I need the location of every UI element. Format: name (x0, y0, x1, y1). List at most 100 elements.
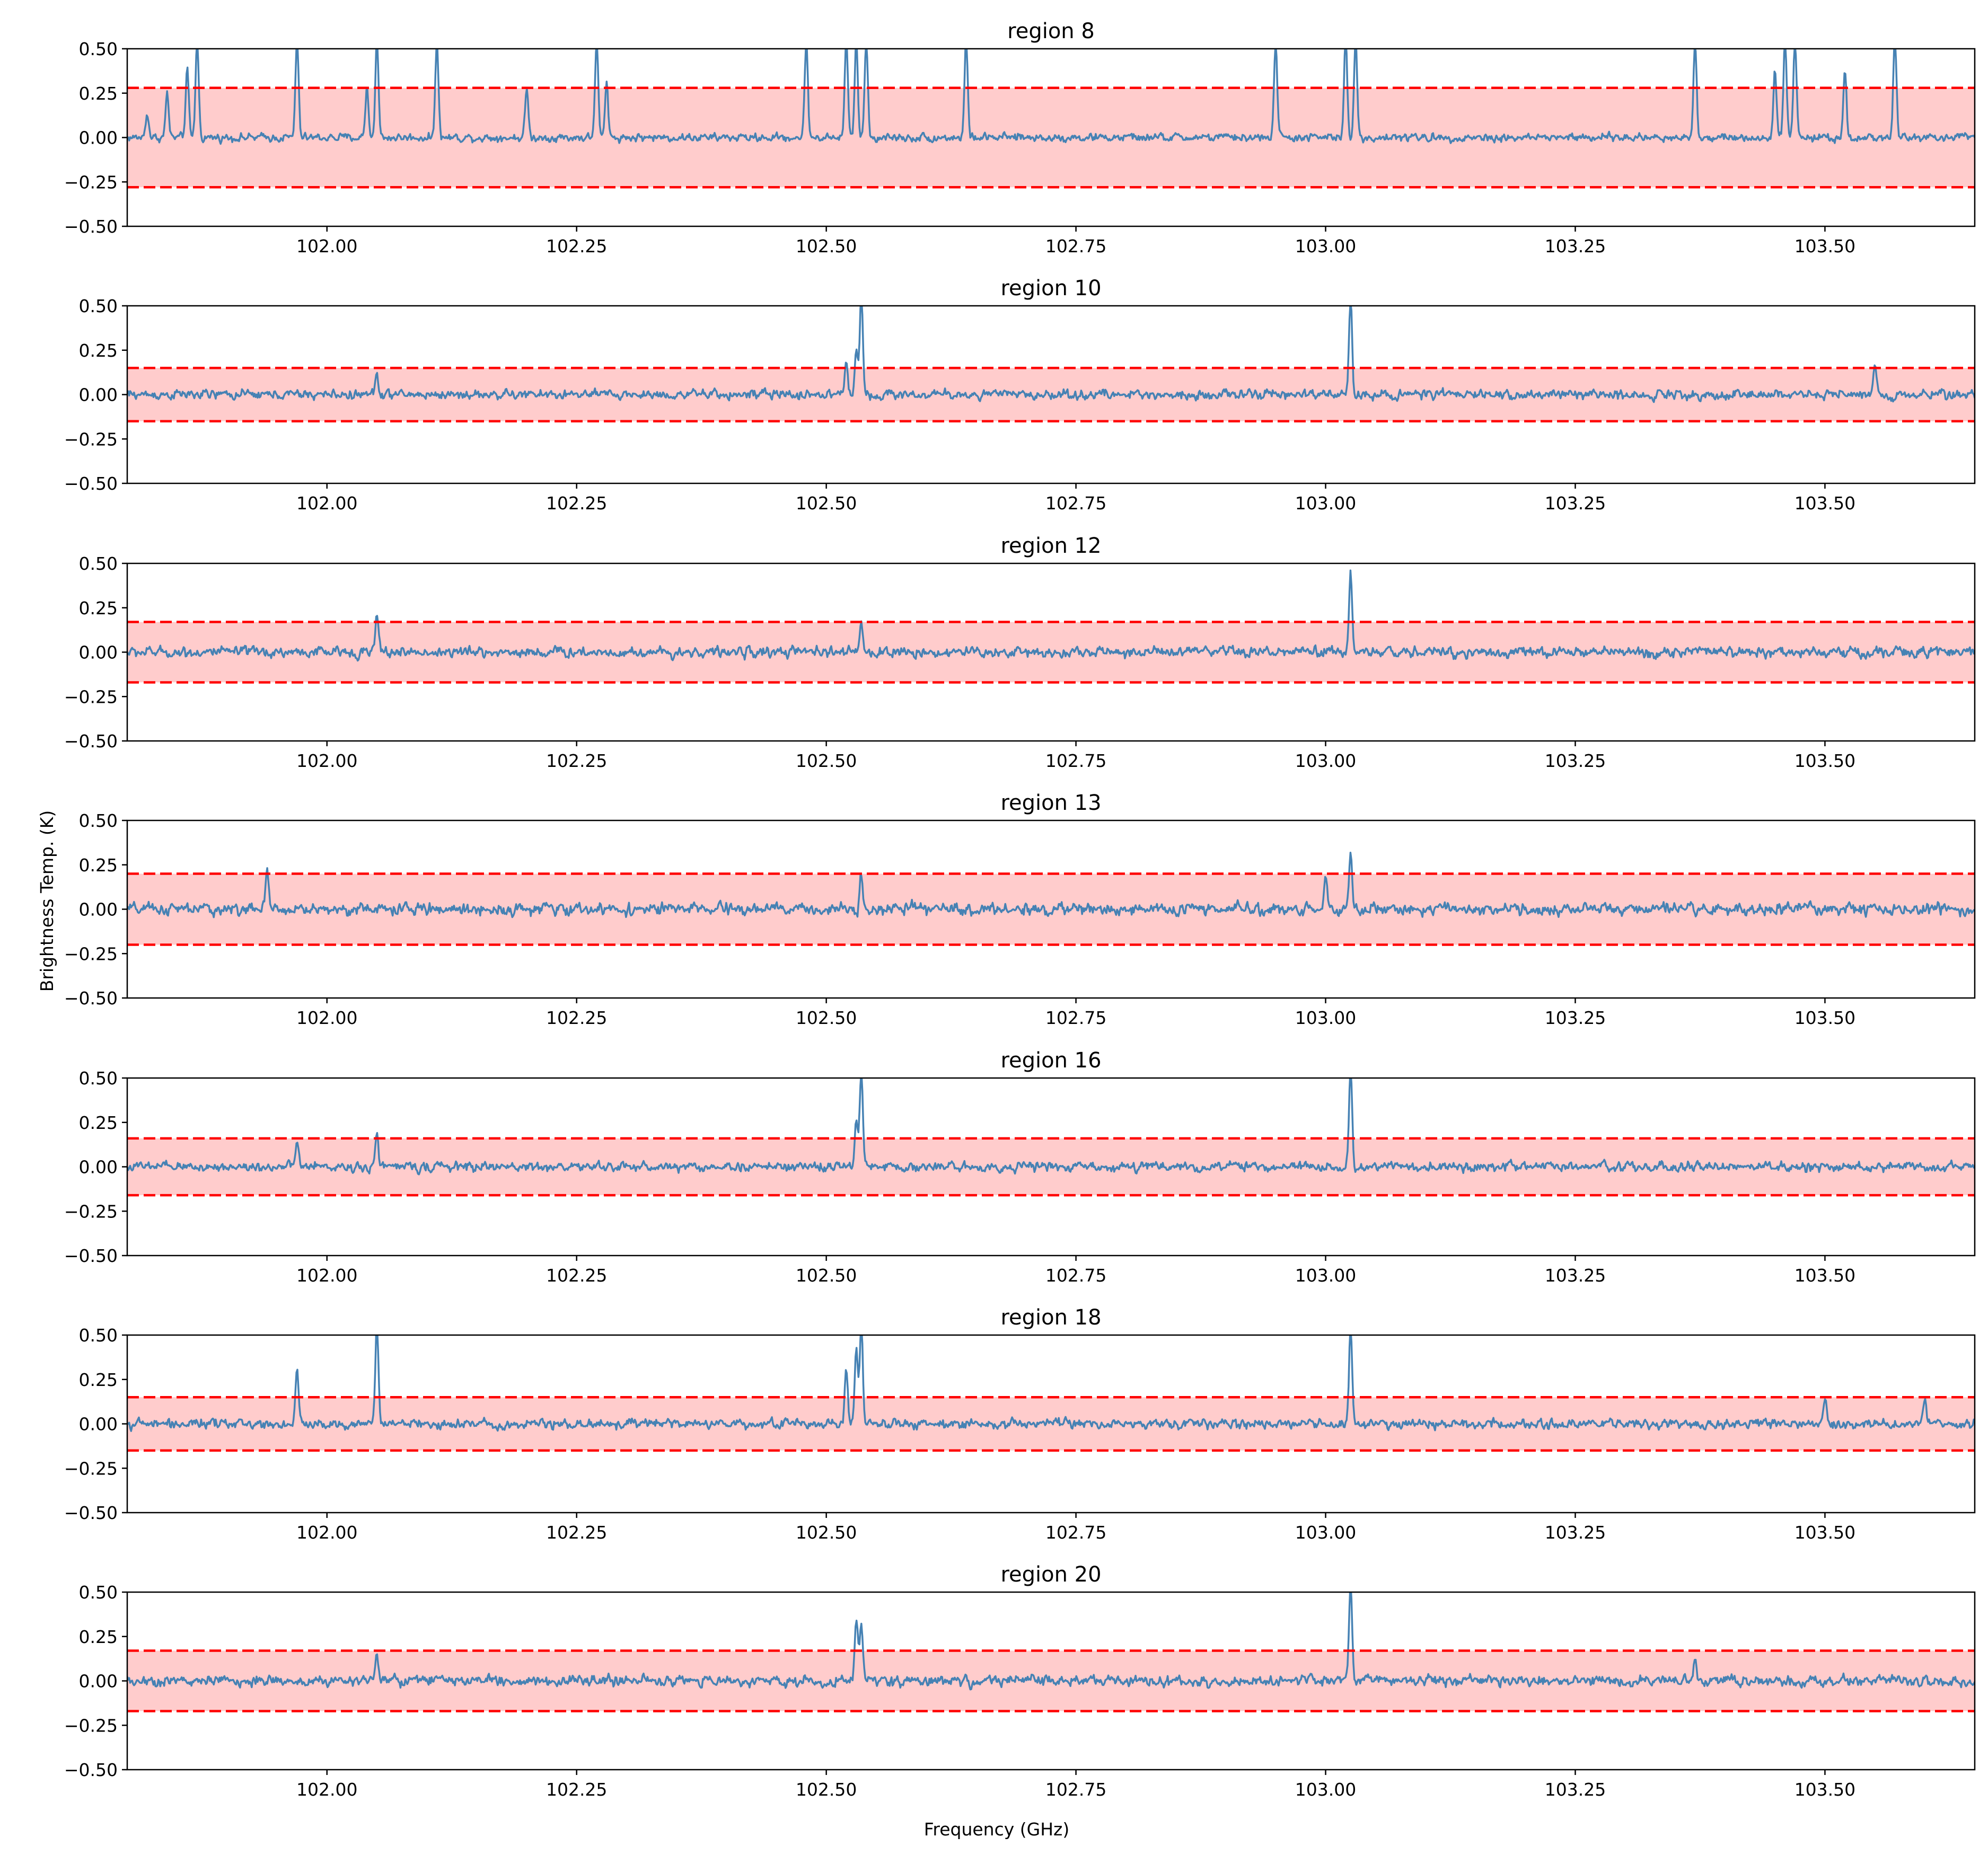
y-tick-label: −0.50 (64, 731, 118, 752)
x-tick-label: 102.25 (546, 1265, 607, 1286)
x-tick-label: 102.25 (546, 236, 607, 257)
y-tick-label: 0.25 (79, 598, 118, 619)
x-tick-label: 103.00 (1295, 1522, 1356, 1543)
spectrum-panel: −0.50 −0.25 0.00 0.25 0.50 102.00 102.25 102.50… (64, 1562, 1976, 1800)
x-tick-label: 102.25 (546, 1522, 607, 1543)
y-tick-label: 0.00 (79, 128, 118, 148)
y-tick-label: 0.00 (79, 1157, 118, 1178)
spectrum-line (127, 306, 1975, 403)
y-tick-label: −0.25 (64, 686, 118, 707)
spectrum-panel: −0.50 −0.25 0.00 0.25 0.50 102.00 102.25 102.50… (64, 19, 1976, 257)
x-tick-label: 102.50 (796, 1008, 857, 1028)
x-tick-label: 102.50 (796, 493, 857, 514)
spectrum-panel: −0.50 −0.25 0.00 0.25 0.50 102.00 102.25 102.50… (64, 1048, 1976, 1286)
x-tick-label: 103.25 (1545, 236, 1606, 257)
spectrum-line (127, 1078, 1975, 1176)
x-tick-label: 103.00 (1295, 1779, 1356, 1800)
x-tick-label: 103.25 (1545, 493, 1606, 514)
x-tick-label: 103.50 (1795, 750, 1855, 771)
spectrum-line (127, 569, 1975, 662)
spectrum-panel: −0.50 −0.25 0.00 0.25 0.50 102.00 102.25 102.50… (64, 276, 1976, 514)
x-tick-label: 103.25 (1545, 1779, 1606, 1800)
panel-title: region 10 (1000, 276, 1101, 301)
x-tick-label: 102.00 (296, 1008, 357, 1028)
y-tick-label: −0.25 (64, 172, 118, 192)
y-tick-label: 0.00 (79, 1671, 118, 1692)
x-tick-label: 102.25 (546, 1008, 607, 1028)
x-tick-label: 102.00 (296, 493, 357, 514)
x-tick-label: 102.50 (796, 750, 857, 771)
y-tick-label: 0.25 (79, 1112, 118, 1133)
y-tick-label: −0.50 (64, 1760, 118, 1780)
x-tick-label: 102.75 (1045, 236, 1106, 257)
x-tick-label: 103.50 (1795, 1779, 1855, 1800)
x-tick-label: 103.50 (1795, 493, 1855, 514)
x-tick-label: 103.00 (1295, 1008, 1356, 1028)
y-tick-label: 0.50 (79, 1325, 118, 1346)
x-tick-label: 103.50 (1795, 1265, 1855, 1286)
x-axis-label: Frequency (GHz) (924, 1819, 1069, 1840)
x-tick-label: 103.50 (1795, 236, 1855, 257)
y-tick-label: 0.50 (79, 39, 118, 59)
y-tick-label: 0.50 (79, 296, 118, 316)
x-tick-label: 103.50 (1795, 1008, 1855, 1028)
y-axis-label: Brightness Temp. (K) (37, 810, 57, 992)
y-tick-label: −0.25 (64, 1201, 118, 1222)
x-tick-label: 102.50 (796, 1779, 857, 1800)
y-tick-label: 0.50 (79, 1068, 118, 1089)
x-tick-label: 102.50 (796, 1522, 857, 1543)
spectrum-panel: −0.50 −0.25 0.00 0.25 0.50 102.00 102.25 102.50… (64, 534, 1976, 771)
spectrum-line (127, 49, 1975, 145)
x-tick-label: 102.50 (796, 236, 857, 257)
y-tick-label: −0.50 (64, 216, 118, 237)
y-tick-label: −0.25 (64, 943, 118, 964)
x-tick-label: 103.00 (1295, 1265, 1356, 1286)
x-tick-label: 102.00 (296, 750, 357, 771)
panel-title: region 20 (1000, 1562, 1101, 1587)
x-tick-label: 103.25 (1545, 1265, 1606, 1286)
spectrum-panel: −0.50 −0.25 0.00 0.25 0.50 102.00 102.25 102.50… (64, 1305, 1976, 1543)
x-tick-label: 102.00 (296, 1779, 357, 1800)
panel-title: region 12 (1000, 534, 1101, 558)
x-tick-label: 102.00 (296, 1522, 357, 1543)
y-tick-label: 0.25 (79, 855, 118, 876)
spectrum-line (127, 1592, 1975, 1691)
x-tick-label: 103.50 (1795, 1522, 1855, 1543)
y-tick-label: 0.25 (79, 340, 118, 361)
y-tick-label: 0.50 (79, 810, 118, 831)
y-tick-label: 0.25 (79, 83, 118, 104)
y-tick-label: −0.25 (64, 1715, 118, 1736)
x-tick-label: 103.25 (1545, 1522, 1606, 1543)
panel-title: region 8 (1007, 19, 1095, 43)
x-tick-label: 102.75 (1045, 1008, 1106, 1028)
x-tick-label: 102.50 (796, 1265, 857, 1286)
y-tick-label: 0.00 (79, 899, 118, 920)
x-tick-label: 102.00 (296, 1265, 357, 1286)
x-tick-label: 102.75 (1045, 750, 1106, 771)
spectrum-panel: −0.50 −0.25 0.00 0.25 0.50 102.00 102.25 102.50… (64, 791, 1976, 1028)
y-tick-label: 0.00 (79, 642, 118, 663)
x-tick-label: 103.00 (1295, 493, 1356, 514)
x-tick-label: 102.75 (1045, 1265, 1106, 1286)
x-tick-label: 102.75 (1045, 1779, 1106, 1800)
y-tick-label: 0.50 (79, 1582, 118, 1603)
y-tick-label: 0.25 (79, 1370, 118, 1390)
y-tick-label: 0.00 (79, 385, 118, 405)
x-tick-label: 102.00 (296, 236, 357, 257)
x-tick-label: 103.00 (1295, 236, 1356, 257)
panel-title: region 13 (1000, 791, 1101, 815)
y-tick-label: −0.50 (64, 473, 118, 494)
y-tick-label: 0.50 (79, 553, 118, 574)
x-tick-label: 102.75 (1045, 493, 1106, 514)
y-tick-label: 0.25 (79, 1627, 118, 1647)
y-tick-label: −0.25 (64, 429, 118, 449)
y-tick-label: −0.50 (64, 988, 118, 1009)
x-tick-label: 102.25 (546, 750, 607, 771)
x-tick-label: 102.25 (546, 1779, 607, 1800)
x-tick-label: 103.25 (1545, 750, 1606, 771)
x-tick-label: 103.00 (1295, 750, 1356, 771)
spectrum-line (127, 1335, 1975, 1432)
x-tick-label: 103.25 (1545, 1008, 1606, 1028)
y-tick-label: 0.00 (79, 1414, 118, 1435)
